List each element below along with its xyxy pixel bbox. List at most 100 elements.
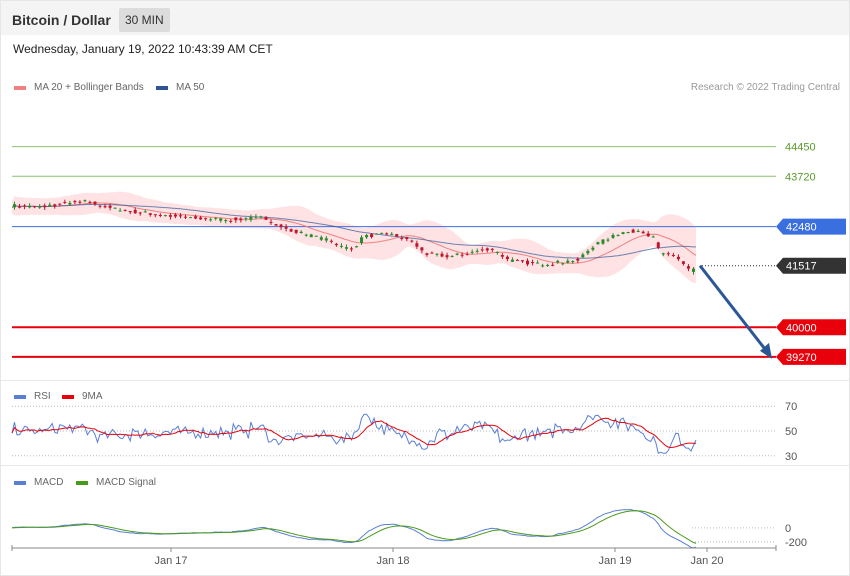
- candle-body: [531, 262, 535, 264]
- candle-body: [581, 254, 585, 258]
- candle-body: [410, 240, 414, 242]
- candles: [13, 199, 695, 275]
- timeframe-badge[interactable]: 30 MIN: [119, 8, 170, 32]
- candle-body: [616, 235, 620, 237]
- legend-ma50-swatch: [156, 86, 168, 90]
- candle-body: [686, 266, 690, 269]
- candle-body: [334, 243, 338, 246]
- legend-ma20-swatch: [14, 86, 26, 90]
- chart-header: Bitcoin / Dollar 30 MIN: [1, 1, 849, 35]
- rsi-ma-line: [11, 417, 697, 449]
- candle-body: [269, 221, 273, 223]
- candle-body: [360, 237, 364, 244]
- candle-body: [158, 214, 162, 216]
- panel-separator: [1, 465, 849, 466]
- candle-body: [355, 246, 359, 248]
- candle-body: [339, 245, 343, 247]
- candle-body: [284, 226, 288, 229]
- candle-body: [546, 265, 550, 267]
- candle-body: [63, 201, 67, 203]
- candle-body: [194, 216, 198, 219]
- candle-body: [631, 229, 635, 233]
- candle-body: [73, 201, 77, 203]
- candle-body: [148, 213, 152, 215]
- candle-body: [249, 216, 253, 220]
- candle-body: [23, 205, 27, 207]
- candle-body: [480, 249, 484, 251]
- candle-body: [526, 260, 530, 265]
- candle-body: [606, 239, 610, 241]
- macd-tick-label: -200: [785, 537, 807, 549]
- candle-body: [420, 247, 424, 251]
- candle-body: [173, 214, 177, 217]
- rsi-tick-label: 70: [785, 401, 797, 413]
- candle-body: [108, 205, 112, 208]
- candle-body: [425, 253, 429, 255]
- candle-body: [485, 248, 489, 251]
- forecast-arrowhead: [760, 342, 772, 359]
- candle-body: [209, 219, 213, 221]
- ma50-line: [11, 203, 696, 259]
- candle-body: [18, 206, 22, 208]
- candle-body: [274, 224, 278, 226]
- candle-body: [118, 210, 122, 212]
- candle-body: [289, 229, 293, 232]
- candle-body: [390, 233, 394, 235]
- candle-body: [324, 238, 328, 241]
- legend-rsi-swatch: [14, 395, 26, 399]
- x-tick-label: Jan 18: [376, 555, 409, 567]
- candle-body: [43, 205, 47, 208]
- candle-body: [314, 235, 318, 237]
- legend-macd-swatch: [14, 481, 26, 485]
- candle-body: [234, 217, 238, 221]
- candle-body: [450, 256, 454, 258]
- candle-body: [515, 259, 519, 261]
- candle-body: [415, 243, 419, 247]
- support-label: 40000: [786, 322, 817, 334]
- candle-body: [676, 256, 680, 260]
- support-label-bg: [776, 319, 846, 336]
- candle-body: [304, 234, 308, 236]
- candle-body: [168, 215, 172, 217]
- candle-body: [163, 215, 167, 217]
- candle-body: [224, 220, 228, 222]
- candle-body: [395, 234, 399, 237]
- pivot-label-bg: [776, 218, 846, 235]
- legend-ma20: MA 20 + Bollinger Bands: [34, 82, 144, 93]
- candle-body: [475, 250, 479, 252]
- candle-body: [178, 215, 182, 217]
- candle-body: [375, 233, 379, 235]
- candle-body: [646, 233, 650, 237]
- candle-body: [214, 217, 218, 219]
- candle-body: [495, 251, 499, 253]
- rsi-tick-label: 50: [785, 426, 797, 438]
- candle-body: [500, 254, 504, 257]
- candle-body: [465, 253, 469, 255]
- candle-body: [576, 258, 580, 261]
- macd-tick-label: 0: [785, 523, 791, 535]
- candle-body: [651, 236, 655, 238]
- candle-body: [380, 232, 384, 234]
- candle-body: [349, 248, 353, 250]
- candle-body: [239, 218, 243, 221]
- candle-body: [13, 204, 17, 208]
- candle-body: [551, 264, 555, 266]
- candle-body: [204, 218, 208, 220]
- x-tick-label: Jan 17: [154, 555, 187, 567]
- candle-body: [299, 231, 303, 234]
- candle-body: [229, 220, 233, 222]
- candle-body: [78, 201, 82, 203]
- candle-body: [38, 206, 42, 208]
- candle-body: [656, 242, 660, 248]
- candle-body: [621, 232, 625, 234]
- candle-body: [586, 250, 590, 254]
- candle-body: [53, 204, 57, 207]
- candle-body: [440, 253, 444, 257]
- candle-body: [113, 207, 117, 209]
- candle-body: [199, 217, 203, 220]
- candle-body: [68, 202, 72, 205]
- x-tick-label: Jan 19: [598, 555, 631, 567]
- candle-body: [133, 209, 137, 214]
- candle-body: [661, 253, 665, 255]
